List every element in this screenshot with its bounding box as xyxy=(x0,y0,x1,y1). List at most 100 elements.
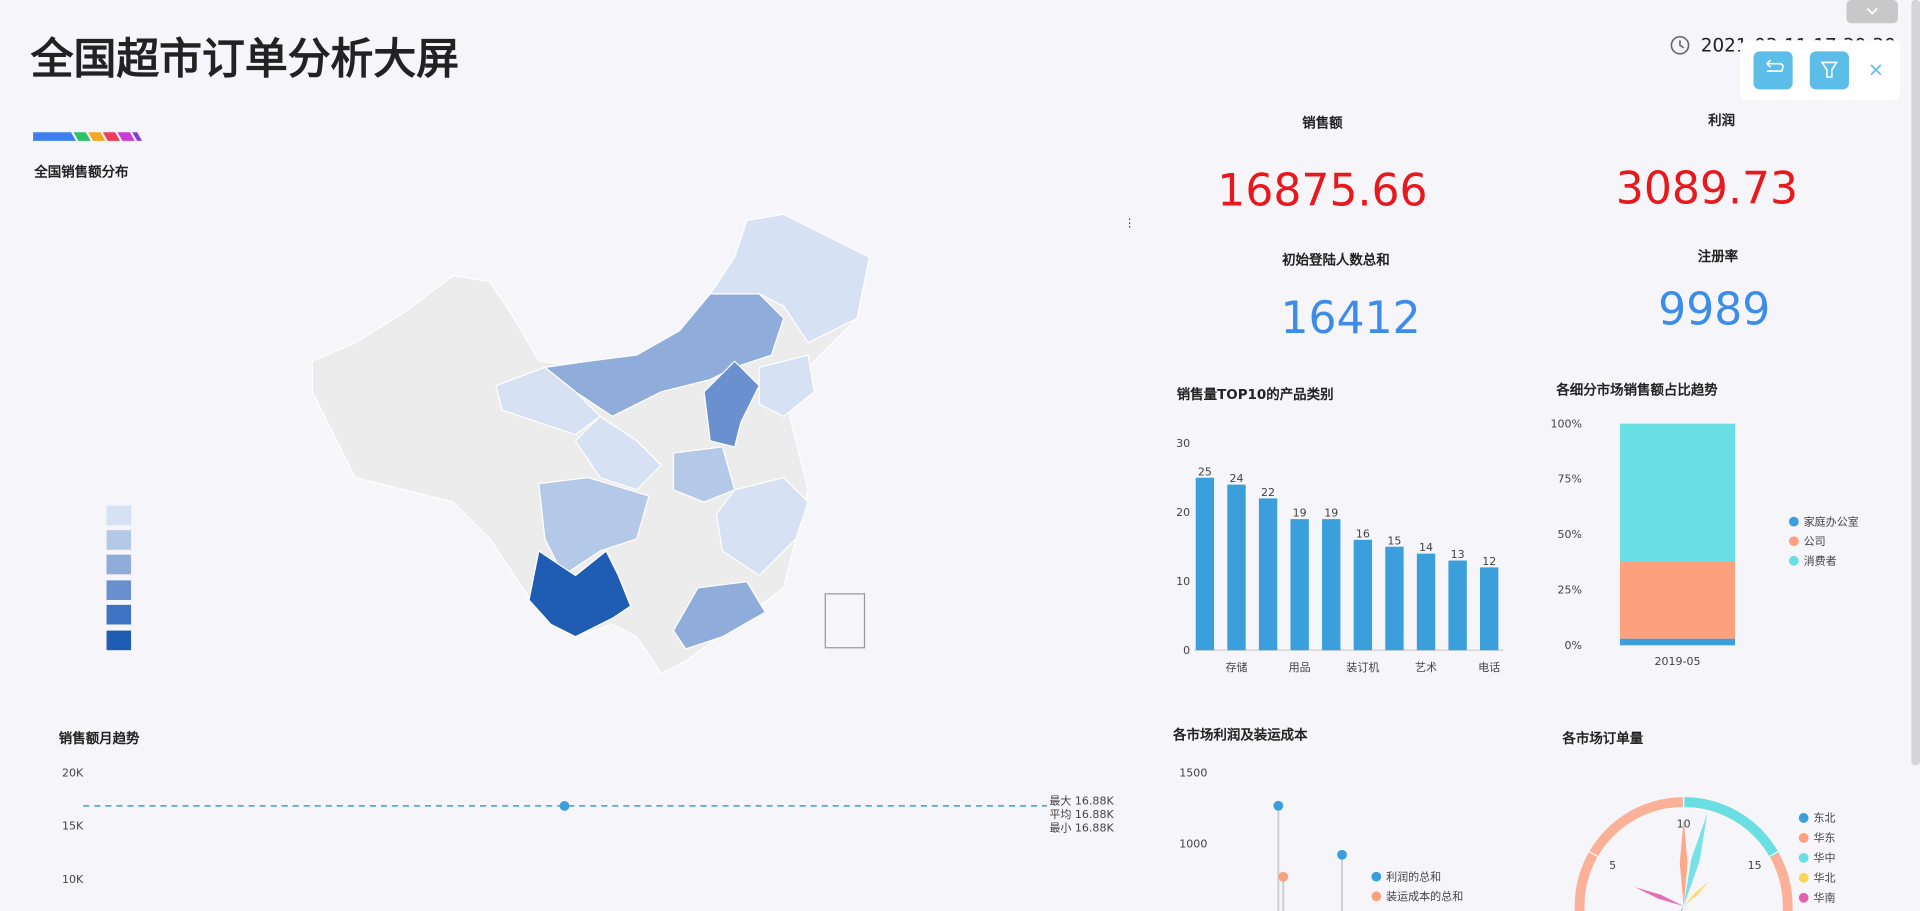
x-tick-label: 用品 xyxy=(1289,661,1311,674)
data-label: 22 xyxy=(1261,486,1275,499)
data-label: 12 xyxy=(1482,555,1496,568)
point xyxy=(559,801,570,811)
bar xyxy=(1353,539,1373,651)
bar xyxy=(1195,477,1215,651)
y-tick-label: 25% xyxy=(1558,584,1582,597)
annotation: 平均 16.88K xyxy=(1049,808,1114,821)
chart-title: 各市场订单量 xyxy=(1561,730,1643,747)
legend-label: 华东 xyxy=(1813,831,1835,845)
clock-icon xyxy=(1670,35,1690,55)
x-tick-label: 电话 xyxy=(1478,661,1500,674)
angle-tick xyxy=(1769,851,1779,858)
bar xyxy=(1385,546,1404,651)
legend-label: 华北 xyxy=(1813,870,1835,884)
legend-swatch xyxy=(1798,813,1809,823)
bar xyxy=(1227,484,1246,651)
legend-label: 华中 xyxy=(1813,851,1835,865)
x-tick-label: 装订机 xyxy=(1346,660,1379,674)
data-label: 25 xyxy=(1198,465,1212,478)
chart-title: 销售额月趋势 xyxy=(59,730,140,747)
petal xyxy=(1635,887,1684,907)
data-label: 16 xyxy=(1356,527,1370,540)
point xyxy=(1278,871,1289,882)
annotation: 最大 16.88K xyxy=(1049,794,1114,808)
data-label: 19 xyxy=(1293,507,1307,520)
kpi-value: 16875.66 xyxy=(1217,166,1427,217)
bar-segment xyxy=(1619,423,1736,562)
legend-label: 东北 xyxy=(1813,812,1835,825)
kpi-label: 销售额 xyxy=(1302,114,1343,131)
scrollbar xyxy=(1911,0,1920,766)
y-tick-label: 1500 xyxy=(1179,766,1207,779)
legend-swatch xyxy=(1371,871,1382,882)
legend-label: 华南 xyxy=(1813,890,1835,904)
chart-title: 各细分市场销售额占比趋势 xyxy=(1555,381,1718,398)
y-tick-label: 20K xyxy=(62,766,84,779)
map-title: 全国销售额分布 xyxy=(33,163,128,180)
filter-button[interactable] xyxy=(1809,51,1849,90)
bar-segment xyxy=(1619,638,1736,646)
petal xyxy=(1683,881,1709,907)
bar xyxy=(1290,519,1309,651)
kpi-label: 注册率 xyxy=(1698,248,1739,265)
data-label: 15 xyxy=(1387,534,1401,547)
kpi-value: 3089.73 xyxy=(1616,163,1798,214)
bar xyxy=(1416,553,1436,651)
chart-title: 销售量TOP10的产品类别 xyxy=(1177,386,1334,403)
legend-swatch xyxy=(1371,891,1382,902)
point xyxy=(1337,849,1347,860)
legend-swatch xyxy=(1788,555,1799,566)
kpi-value: 16412 xyxy=(1280,293,1420,344)
y-tick-label: 75% xyxy=(1558,473,1582,486)
bar xyxy=(1448,560,1467,651)
color-stripes xyxy=(33,132,143,141)
petal xyxy=(1683,813,1708,907)
kpi-label: 利润 xyxy=(1708,112,1735,129)
y-tick-label: 0 xyxy=(1183,644,1190,657)
legend-label: 家庭办公室 xyxy=(1804,514,1859,528)
chart-title: 各市场利润及装运成本 xyxy=(1172,727,1308,744)
annotation: 最小 16.88K xyxy=(1049,822,1114,835)
point xyxy=(1273,800,1284,811)
y-tick-label: 50% xyxy=(1558,528,1582,541)
close-button[interactable] xyxy=(1870,64,1882,76)
petal xyxy=(1679,819,1688,907)
data-label: 19 xyxy=(1324,507,1338,520)
x-tick-label: 2019-05 xyxy=(1655,655,1701,668)
legend-swatch xyxy=(1788,516,1799,527)
map xyxy=(311,213,871,675)
y-tick-label: 15K xyxy=(62,820,84,833)
y-tick-label: 1000 xyxy=(1179,837,1207,850)
y-tick-label: 10K xyxy=(62,873,84,886)
toolbar xyxy=(1739,0,1901,101)
y-tick-label: 10 xyxy=(1176,575,1190,588)
legend-swatch xyxy=(1798,892,1809,903)
angle-tick xyxy=(1588,851,1599,858)
bar xyxy=(1258,498,1278,651)
x-tick-label: 存储 xyxy=(1225,660,1247,674)
bar xyxy=(1322,519,1341,651)
kpi-label: 初始登陆人数总和 xyxy=(1282,251,1390,268)
bar-segment xyxy=(1619,561,1736,639)
map-legend xyxy=(106,505,132,651)
data-label: 14 xyxy=(1419,541,1433,554)
angle-tick-label: 15 xyxy=(1748,859,1762,872)
legend-swatch xyxy=(1788,536,1799,547)
legend-label: 装运成本的总和 xyxy=(1386,889,1463,903)
legend-swatch xyxy=(1798,833,1809,843)
collapse-tab[interactable] xyxy=(1846,0,1898,24)
data-label: 13 xyxy=(1451,548,1465,561)
page-title: 全国超市订单分析大屏 xyxy=(30,34,459,84)
more-icon[interactable]: ⋮ xyxy=(1124,217,1135,230)
legend-swatch xyxy=(1798,852,1809,863)
y-tick-label: 0% xyxy=(1565,639,1582,652)
clock-hand xyxy=(1679,40,1685,49)
kpi-value: 9989 xyxy=(1658,284,1770,335)
x-tick-label: 艺术 xyxy=(1415,661,1437,674)
legend-label: 公司 xyxy=(1804,535,1826,548)
data-label: 24 xyxy=(1229,472,1243,485)
legend-label: 消费者 xyxy=(1804,553,1837,567)
